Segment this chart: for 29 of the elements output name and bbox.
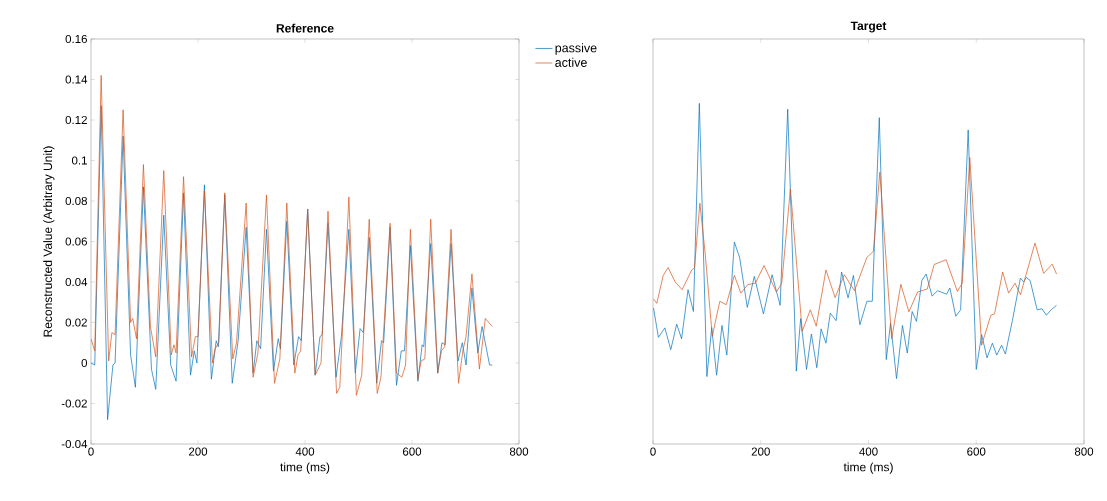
y-tick-label: 0.04 (65, 277, 88, 287)
y-tick-label: 0.1 (71, 156, 87, 165)
y-tick-label: 0.08 (65, 196, 87, 206)
legend-label: active (555, 57, 587, 67)
x-axis-title: time (ms) (280, 462, 330, 474)
x-tick-label: 200 (188, 447, 208, 456)
y-tick-label: -0.02 (61, 399, 87, 408)
legend-label: passive (555, 43, 597, 55)
y-tick-label: 0.06 (65, 237, 87, 246)
y-tick-label: -0.04 (61, 439, 88, 449)
y-tick-label: 0.02 (65, 318, 87, 327)
x-tick-label: 800 (1074, 447, 1094, 456)
x-tick-label: 600 (402, 447, 422, 456)
x-tick-label: 0 (650, 447, 656, 456)
chart-title: Reference (276, 23, 334, 33)
x-axis-title: time (ms) (843, 462, 893, 474)
x-tick-label: 0 (88, 447, 94, 456)
x-tick-label: 200 (751, 447, 770, 456)
x-tick-label: 600 (967, 447, 986, 456)
line-series (91, 75, 493, 396)
y-tick-label: 0.12 (65, 115, 87, 125)
y-axis-title: Reconstructed Value (Arbitrary Unit) (43, 146, 55, 337)
x-tick-label: 800 (509, 447, 529, 456)
x-tick-label: 400 (295, 447, 315, 456)
y-tick-label: 0 (81, 358, 88, 368)
x-tick-label: 400 (859, 447, 878, 456)
y-tick-label: 0.16 (65, 34, 87, 44)
y-tick-label: 0.14 (65, 75, 88, 84)
chart-title: Target (850, 21, 887, 33)
